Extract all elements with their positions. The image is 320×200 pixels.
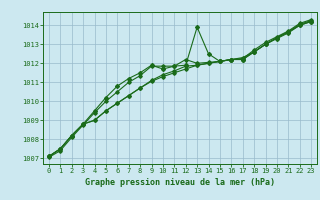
X-axis label: Graphe pression niveau de la mer (hPa): Graphe pression niveau de la mer (hPa) bbox=[85, 178, 275, 187]
